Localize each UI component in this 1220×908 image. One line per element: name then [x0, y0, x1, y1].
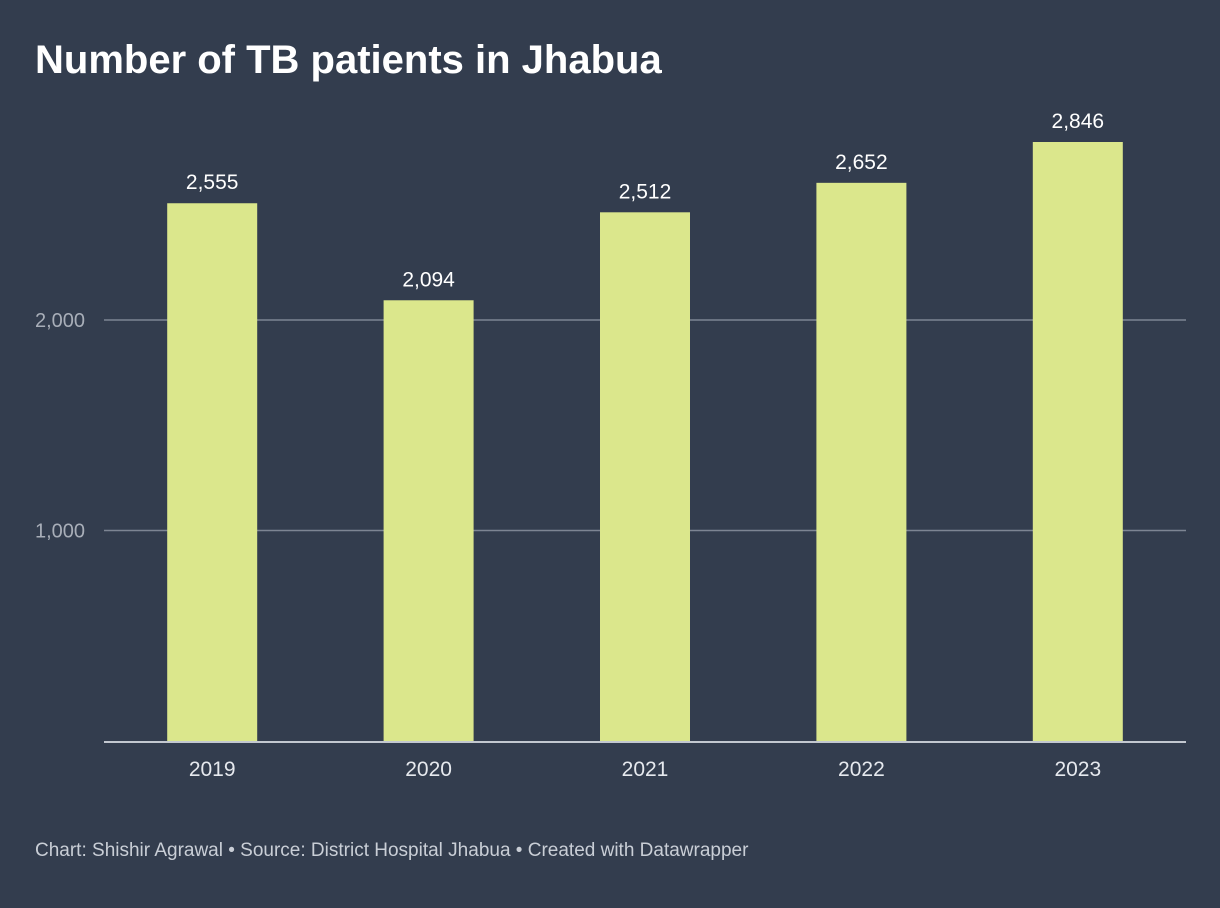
value-label-2021: 2,512	[619, 180, 672, 203]
value-label-2019: 2,555	[186, 171, 239, 194]
value-labels: 2,555 2,094 2,512 2,652 2,846	[186, 110, 1104, 291]
value-label-2023: 2,846	[1052, 110, 1105, 133]
bars	[167, 142, 1123, 742]
x-tick-label-2023: 2023	[1054, 758, 1101, 781]
bar-2023	[1032, 142, 1123, 741]
bar-2019	[167, 203, 258, 741]
bar-2022	[816, 182, 907, 741]
y-tick-label: 1,000	[35, 521, 85, 543]
x-tick-label-2021: 2021	[622, 758, 669, 781]
value-label-2020: 2,094	[402, 268, 455, 291]
chart-title: Number of TB patients in Jhabua	[35, 38, 662, 82]
x-tick-label-2019: 2019	[189, 758, 236, 781]
x-tick-label-2022: 2022	[838, 758, 885, 781]
y-axis: 1,000 2,000	[35, 310, 85, 542]
bar-2021	[600, 212, 690, 742]
value-label-2022: 2,652	[835, 151, 888, 174]
x-axis: 2019 2020 2021 2022 2023	[104, 741, 1186, 781]
y-tick-label: 2,000	[35, 310, 85, 332]
chart-footer: Chart: Shishir Agrawal • Source: Distric…	[35, 840, 749, 861]
bar-2020	[383, 300, 474, 741]
x-tick-label-2020: 2020	[405, 758, 452, 781]
